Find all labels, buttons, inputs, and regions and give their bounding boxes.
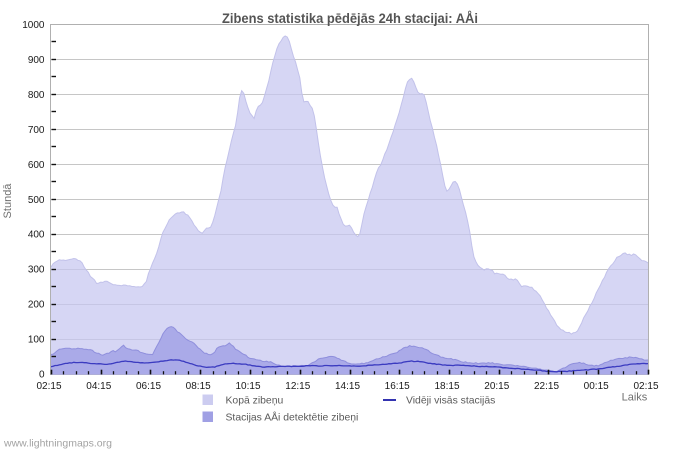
svg-text:500: 500: [28, 195, 45, 206]
svg-text:Kopā zibeņu: Kopā zibeņu: [226, 396, 284, 407]
svg-text:0: 0: [39, 370, 45, 381]
svg-text:Stacijas AÅi detektētie zibeņi: Stacijas AÅi detektētie zibeņi: [226, 411, 359, 424]
svg-text:100: 100: [28, 335, 45, 346]
svg-text:400: 400: [28, 230, 45, 241]
svg-text:900: 900: [28, 55, 45, 66]
svg-text:800: 800: [28, 90, 45, 101]
svg-text:Stundā: Stundā: [2, 183, 14, 219]
svg-text:200: 200: [28, 300, 45, 311]
svg-text:10:15: 10:15: [235, 381, 260, 392]
svg-text:700: 700: [28, 125, 45, 136]
svg-text:Zibens statistika pēdējās 24h: Zibens statistika pēdējās 24h stacijai: …: [222, 10, 478, 26]
svg-text:600: 600: [28, 160, 45, 171]
svg-text:Vidēji visās stacijās: Vidēji visās stacijās: [406, 396, 495, 407]
svg-text:22:15: 22:15: [534, 381, 559, 392]
svg-text:16:15: 16:15: [385, 381, 410, 392]
svg-text:300: 300: [28, 265, 45, 276]
svg-text:Laiks: Laiks: [622, 391, 648, 403]
svg-text:02:15: 02:15: [633, 381, 658, 392]
svg-text:06:15: 06:15: [136, 381, 161, 392]
svg-text:14:15: 14:15: [335, 381, 360, 392]
svg-text:02:15: 02:15: [36, 381, 61, 392]
svg-text:www.lightningmaps.org: www.lightningmaps.org: [3, 438, 112, 450]
svg-text:12:15: 12:15: [285, 381, 310, 392]
svg-text:1000: 1000: [22, 20, 45, 31]
svg-text:18:15: 18:15: [434, 381, 459, 392]
svg-text:20:15: 20:15: [484, 381, 509, 392]
svg-text:04:15: 04:15: [86, 381, 111, 392]
svg-text:00:15: 00:15: [584, 381, 609, 392]
svg-text:08:15: 08:15: [186, 381, 211, 392]
